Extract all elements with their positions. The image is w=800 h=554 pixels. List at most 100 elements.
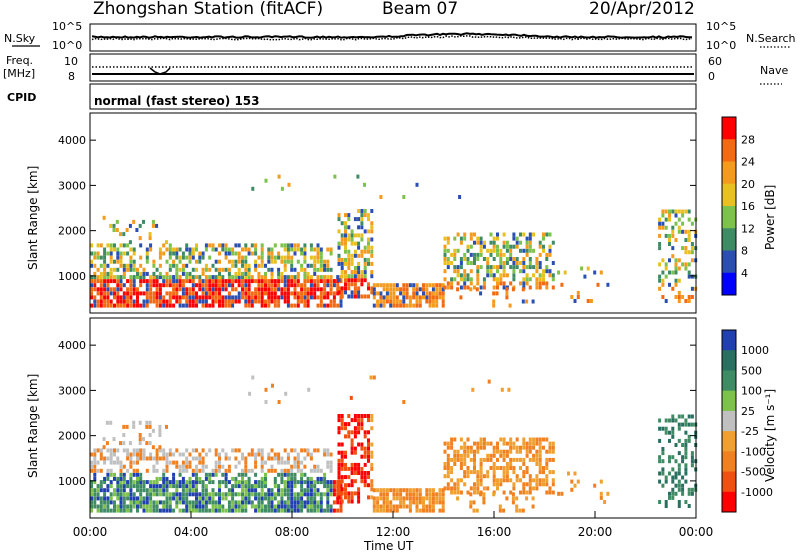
data-cell bbox=[336, 508, 340, 513]
data-cell bbox=[136, 303, 139, 308]
data-cell bbox=[247, 452, 251, 457]
power-colorbar-tick-label: 20 bbox=[741, 178, 755, 191]
data-cell bbox=[290, 291, 294, 296]
data-cell bbox=[370, 274, 374, 279]
data-cell bbox=[479, 478, 483, 483]
data-cell bbox=[188, 251, 192, 256]
data-cell bbox=[357, 422, 361, 427]
data-cell bbox=[476, 257, 480, 261]
data-cell bbox=[175, 283, 179, 288]
data-cell bbox=[168, 452, 172, 457]
power-colorbar-swatch bbox=[722, 161, 736, 185]
data-cell bbox=[162, 299, 166, 304]
data-cell bbox=[218, 291, 221, 296]
x-tick-label: 12:00 bbox=[376, 525, 411, 539]
data-cell bbox=[116, 275, 120, 280]
data-cell bbox=[148, 433, 152, 437]
data-cell bbox=[500, 387, 504, 392]
data-cell bbox=[418, 299, 422, 304]
data-cell bbox=[319, 508, 323, 513]
data-cell bbox=[363, 483, 367, 488]
data-cell bbox=[264, 279, 267, 284]
data-cell bbox=[241, 472, 244, 477]
data-cell bbox=[507, 387, 511, 392]
data-cell bbox=[136, 291, 139, 296]
data-cell bbox=[392, 508, 396, 513]
data-cell bbox=[103, 271, 107, 276]
data-cell bbox=[319, 255, 323, 260]
data-cell bbox=[466, 449, 470, 454]
data-cell bbox=[418, 488, 422, 493]
data-cell bbox=[515, 261, 519, 265]
data-cell bbox=[542, 232, 545, 237]
data-cell bbox=[191, 295, 195, 300]
data-cell bbox=[244, 496, 248, 501]
data-cell bbox=[214, 492, 218, 497]
data-cell bbox=[425, 504, 429, 509]
data-cell bbox=[244, 287, 248, 292]
data-cell bbox=[385, 299, 389, 304]
data-cell bbox=[658, 455, 662, 460]
data-cell bbox=[522, 269, 526, 274]
data-cell bbox=[162, 279, 166, 284]
data-cell bbox=[103, 251, 107, 256]
data-cell bbox=[370, 442, 374, 447]
data-cell bbox=[155, 504, 159, 509]
data-cell bbox=[538, 466, 542, 470]
data-cell bbox=[181, 303, 185, 308]
y-tick-label: 4000 bbox=[58, 339, 86, 352]
data-cell bbox=[326, 303, 330, 308]
data-cell bbox=[145, 291, 149, 296]
data-cell bbox=[382, 287, 386, 292]
data-cell bbox=[415, 500, 419, 505]
data-cell bbox=[296, 271, 300, 276]
data-cell bbox=[502, 466, 506, 470]
data-cell bbox=[515, 236, 519, 241]
data-cell bbox=[122, 283, 126, 288]
data-cell bbox=[93, 476, 97, 481]
data-cell bbox=[122, 472, 126, 477]
data-cell bbox=[402, 496, 406, 501]
data-cell bbox=[425, 299, 429, 304]
data-cell bbox=[389, 283, 393, 288]
data-cell bbox=[496, 445, 499, 450]
data-cell bbox=[306, 496, 310, 501]
data-cell bbox=[319, 492, 323, 497]
data-cell bbox=[456, 269, 460, 274]
data-cell bbox=[234, 500, 238, 505]
data-cell bbox=[332, 279, 336, 284]
data-cell bbox=[286, 468, 290, 473]
data-cell bbox=[257, 291, 261, 296]
data-cell bbox=[486, 474, 490, 479]
data-cell bbox=[264, 178, 268, 183]
data-cell bbox=[99, 484, 103, 489]
data-cell bbox=[293, 267, 297, 272]
data-cell bbox=[280, 488, 284, 493]
data-cell bbox=[136, 295, 139, 300]
data-cell bbox=[463, 273, 467, 278]
data-cell bbox=[195, 504, 198, 509]
data-cell bbox=[385, 500, 389, 505]
data-cell bbox=[350, 290, 354, 295]
data-cell bbox=[257, 275, 261, 280]
data-cell bbox=[241, 255, 244, 260]
data-cell bbox=[152, 464, 156, 469]
data-cell bbox=[254, 243, 258, 248]
data-cell bbox=[382, 508, 386, 513]
data-cell bbox=[385, 492, 389, 497]
data-cell bbox=[158, 247, 162, 252]
data-cell bbox=[93, 283, 97, 288]
data-cell bbox=[392, 291, 396, 296]
data-cell bbox=[344, 233, 347, 238]
data-cell bbox=[119, 500, 123, 505]
data-cell bbox=[254, 247, 258, 252]
data-cell bbox=[370, 261, 374, 266]
data-cell bbox=[542, 269, 545, 274]
data-cell bbox=[172, 480, 176, 485]
data-cell bbox=[472, 500, 476, 505]
data-cell bbox=[106, 251, 110, 256]
data-cell bbox=[139, 504, 143, 509]
data-cell bbox=[344, 221, 347, 226]
data-cell bbox=[122, 504, 126, 509]
